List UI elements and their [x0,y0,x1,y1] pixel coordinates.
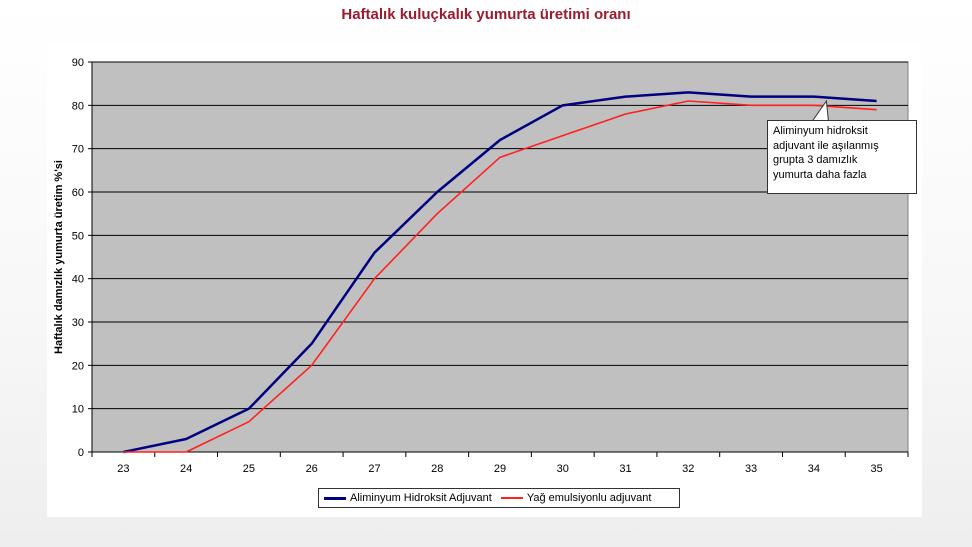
y-tick-label: 50 [72,230,84,242]
x-axis-ticks: 23 24 25 26 27 28 29 30 31 32 33 34 35 [91,451,909,475]
x-tick-label: 27 [368,463,380,475]
legend-label: Aliminyum Hidroksit Adjuvant [350,492,492,504]
gridlines [92,61,908,410]
annotation-line: yumurta daha fazla [773,168,867,181]
annotation-line: adjuvant ile aşılanmış [773,139,879,152]
legend-swatch-series-2 [500,497,523,499]
y-axis-label: Haftalık damızlık yumurta üretim %'si [53,160,65,354]
series-line-1 [123,91,877,454]
legend-label: Yağ emulsiyonlu adjuvant [526,492,652,504]
y-tick-label: 30 [72,317,84,329]
x-tick-label: 23 [117,463,129,475]
y-tick-label: 90 [72,57,84,69]
y-tick-label: 80 [72,100,84,112]
legend-item: Aliminyum Hidroksit Adjuvant [324,492,492,504]
legend-swatch-series-1 [324,496,346,500]
y-tick-label: 0 [78,447,84,459]
x-tick-label: 24 [180,463,192,475]
legend-item: Yağ emulsiyonlu adjuvant [500,492,652,504]
annotation-line: grupta 3 damızlık [773,154,858,166]
x-tick-label: 25 [243,463,255,475]
annotation-callout: Aliminyum hidroksit adjuvant ile aşılanm… [767,120,917,194]
y-axis-ticks: 0 10 20 30 40 50 60 70 80 90 [72,57,93,459]
legend: Aliminyum Hidroksit Adjuvant Yağ emulsiy… [318,488,680,508]
annotation-line: Aliminyum hidroksit [773,125,868,137]
x-tick-label: 30 [557,463,569,475]
y-tick-label: 70 [72,144,84,156]
x-tick-label: 32 [682,463,694,475]
y-tick-label: 40 [72,274,84,286]
y-tick-label: 20 [72,360,84,372]
x-tick-label: 33 [745,463,757,475]
x-tick-label: 28 [431,463,443,475]
x-tick-label: 34 [808,463,820,475]
x-tick-label: 35 [870,463,882,475]
x-tick-label: 29 [494,463,506,475]
series-lines [123,91,877,454]
x-tick-label: 31 [619,463,631,475]
y-tick-label: 60 [72,187,84,199]
series-line-2 [123,100,877,453]
y-tick-label: 10 [72,404,84,416]
x-tick-label: 26 [306,463,318,475]
chart-title: Haftalık kuluçkalık yumurta üretimi oran… [341,6,631,23]
